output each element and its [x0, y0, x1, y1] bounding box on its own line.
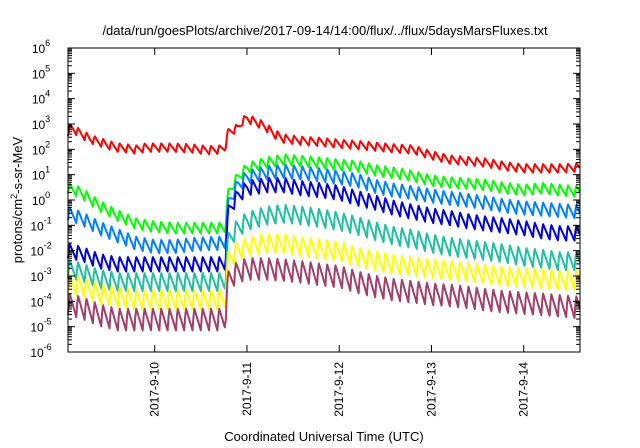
x-tick-label: 2017-9-12: [332, 362, 346, 417]
y-tick-label: 10-5: [30, 317, 51, 335]
y-axis-label-sup: 2: [9, 194, 19, 199]
y-axis-label-prefix: protons/cm: [10, 199, 25, 263]
y-tick-label: 10-3: [30, 266, 51, 284]
series-line-6: [67, 233, 581, 311]
y-tick-label: 100: [32, 190, 50, 208]
series-line-3: [67, 163, 581, 255]
y-tick-label: 106: [32, 38, 50, 56]
chart-title: /data/run/goesPlots/archive/2017-09-14/1…: [102, 23, 548, 38]
series-line-2: [67, 153, 581, 235]
y-tick-label: 10-4: [30, 291, 51, 309]
y-tick-label: 10-6: [30, 342, 51, 360]
series-layer: [67, 115, 581, 332]
x-tick-label: 2017-9-11: [240, 362, 254, 416]
y-tick-label: 10-1: [30, 215, 51, 233]
y-tick-label: 105: [32, 63, 50, 81]
y-tick-label: 102: [32, 139, 50, 157]
y-axis-label: protons/cm2-s-sr-MeV: [9, 136, 25, 263]
axes: 10-6 10-5 10-4 10-3 10-2 10-1 100 101 102 103 104 1…: [30, 38, 580, 417]
x-axis-label: Coordinated Universal Time (UTC): [224, 429, 423, 444]
y-tick-label: 10-2: [30, 241, 51, 259]
y-tick-label: 101: [32, 165, 50, 183]
x-tick-label: 2017-9-14: [517, 362, 531, 417]
series-line-7: [67, 257, 581, 332]
series-line-4: [67, 176, 581, 273]
x-tick-label: 2017-9-13: [424, 362, 438, 417]
y-axis-label-suffix: -s-sr-MeV: [10, 136, 25, 193]
y-tick-label: 103: [32, 114, 50, 132]
series-line-5: [67, 203, 581, 293]
series-line-1: [67, 115, 581, 174]
x-tick-label: 2017-9-10: [148, 362, 162, 417]
y-tick-label: 104: [32, 89, 50, 107]
